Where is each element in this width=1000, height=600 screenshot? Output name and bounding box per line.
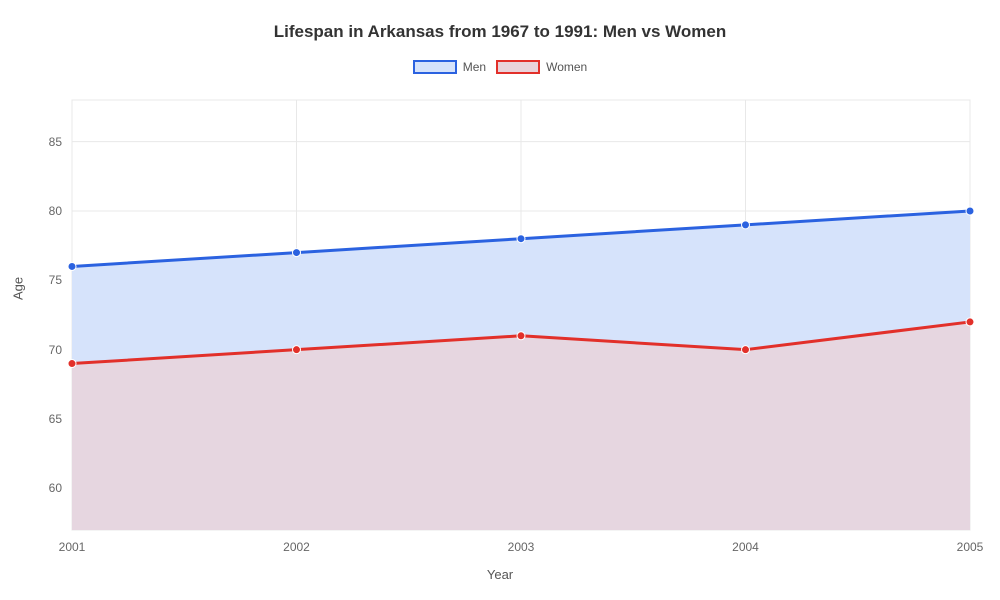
y-axis-label: Age (11, 277, 26, 300)
x-axis-label: Year (0, 567, 1000, 582)
x-tick-label: 2004 (726, 540, 766, 554)
y-tick-label: 70 (49, 343, 62, 357)
plot-area (0, 0, 1000, 600)
y-tick-label: 60 (49, 481, 62, 495)
x-tick-label: 2001 (52, 540, 92, 554)
x-tick-label: 2002 (277, 540, 317, 554)
y-tick-label: 65 (49, 412, 62, 426)
y-tick-label: 75 (49, 273, 62, 287)
x-tick-label: 2003 (501, 540, 541, 554)
chart-container: Lifespan in Arkansas from 1967 to 1991: … (0, 0, 1000, 600)
y-tick-label: 85 (49, 135, 62, 149)
y-tick-label: 80 (49, 204, 62, 218)
x-tick-label: 2005 (950, 540, 990, 554)
